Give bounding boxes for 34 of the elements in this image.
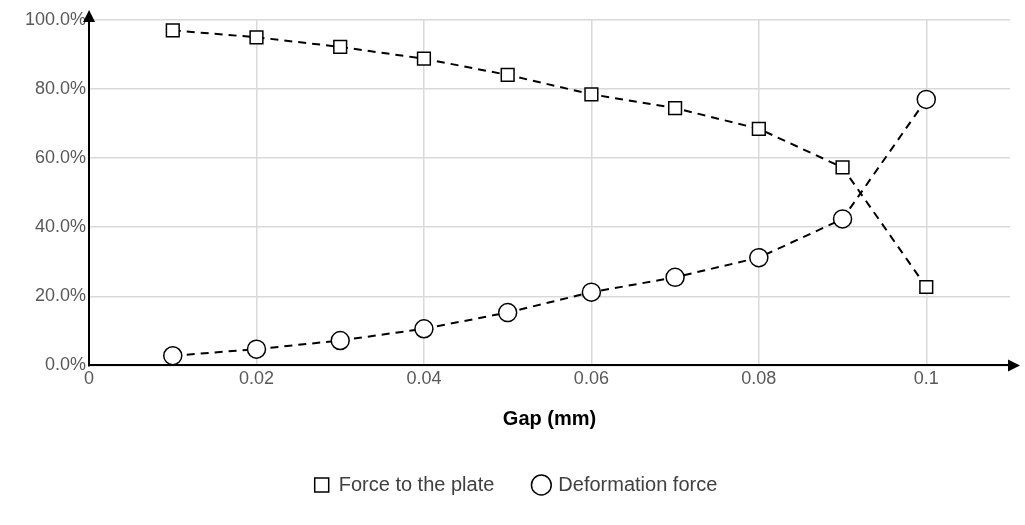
point bbox=[835, 160, 850, 175]
point bbox=[414, 319, 434, 339]
point bbox=[330, 330, 350, 351]
x-tick-label: 0.06 bbox=[573, 368, 609, 389]
y-tick-label: 100.0% bbox=[24, 8, 87, 29]
y-tick-label: 80.0% bbox=[35, 78, 87, 99]
x-tick-label: 0 bbox=[84, 368, 95, 389]
point bbox=[246, 339, 267, 359]
point bbox=[333, 39, 348, 55]
point bbox=[581, 282, 602, 302]
y-tick-label: 40.0% bbox=[35, 216, 87, 237]
point bbox=[668, 100, 683, 116]
point bbox=[165, 23, 180, 38]
y-tick-label: 60.0% bbox=[35, 147, 87, 168]
legend-label: Deformation force bbox=[558, 472, 718, 495]
point bbox=[500, 67, 515, 83]
point bbox=[832, 209, 853, 229]
point bbox=[751, 121, 766, 136]
point bbox=[497, 302, 518, 323]
point bbox=[584, 87, 599, 102]
point bbox=[665, 267, 685, 288]
x-tick-label: 0.02 bbox=[238, 368, 275, 389]
x-tick-label: 0.1 bbox=[913, 368, 939, 389]
point bbox=[916, 89, 937, 110]
point bbox=[416, 51, 432, 66]
x-tick-label: 0.08 bbox=[741, 368, 777, 389]
y-tick-label: 20.0% bbox=[35, 285, 87, 306]
x-axis-title: Gap (mm) bbox=[502, 406, 597, 429]
point bbox=[249, 30, 264, 45]
point bbox=[749, 247, 769, 268]
point bbox=[919, 279, 934, 295]
x-tick-label: 0.04 bbox=[406, 368, 442, 389]
point bbox=[163, 345, 183, 366]
legend-label: Force to the plate bbox=[338, 472, 495, 495]
